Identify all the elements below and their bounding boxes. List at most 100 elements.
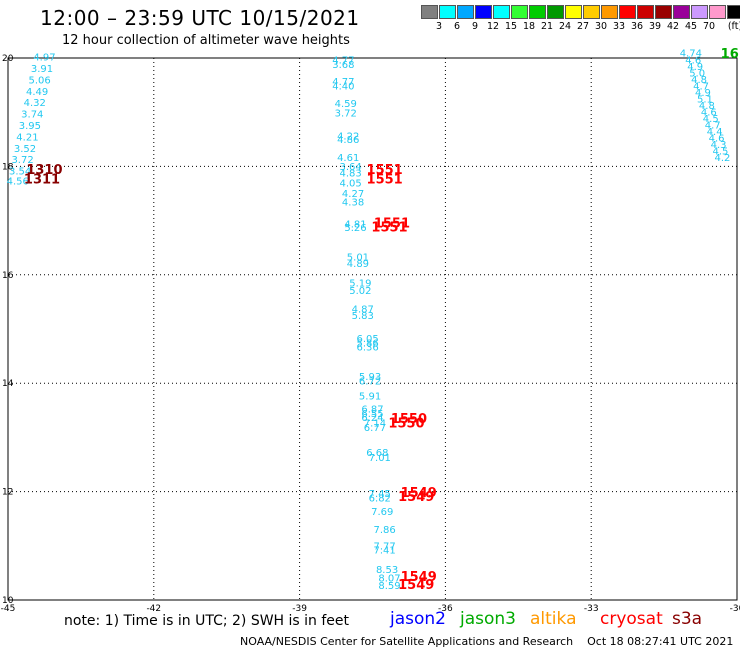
swh-value-label: 4.6 bbox=[709, 133, 725, 144]
legend-swatch bbox=[601, 5, 618, 19]
legend-label: (ft) bbox=[727, 21, 740, 32]
legend-label: 39 bbox=[648, 21, 662, 32]
swh-value-label: 5.19 bbox=[349, 279, 371, 290]
legend-label: 33 bbox=[612, 21, 626, 32]
swh-value-label: 3.74 bbox=[21, 110, 43, 121]
swh-value-label: 4.05 bbox=[339, 178, 361, 189]
longitude-tick-label: -36 bbox=[438, 604, 453, 614]
swh-value-label: 4.6 bbox=[685, 55, 701, 66]
swh-value-label: 5.01 bbox=[347, 253, 369, 264]
swh-value-label: 4.27 bbox=[342, 189, 364, 200]
legend-swatch bbox=[619, 5, 636, 19]
legend-label: 6 bbox=[453, 21, 461, 32]
pass-number-label: 1549 bbox=[401, 570, 437, 585]
legend-swatch bbox=[691, 5, 708, 19]
satellite-name-altika: altika bbox=[530, 609, 577, 629]
swh-value-label: 4.89 bbox=[347, 259, 369, 270]
swh-value-label: 5.26 bbox=[344, 223, 366, 234]
pass-number-label: 1551 bbox=[367, 163, 403, 178]
swh-value-label: 4.49 bbox=[26, 87, 48, 98]
swh-value-label: 3.64 bbox=[339, 162, 361, 173]
swh-value-label: 3.72 bbox=[11, 155, 33, 166]
credit-text: NOAA/NESDIS Center for Satellite Applica… bbox=[240, 635, 574, 648]
pass-number-label: 1551 bbox=[371, 220, 407, 235]
legend-swatch bbox=[493, 5, 510, 19]
pass-number-label: 1549 bbox=[398, 490, 434, 505]
swh-value-label: 5.0 bbox=[689, 68, 705, 79]
pass-number-label: 1311 bbox=[24, 173, 60, 188]
page-title: 12:00 – 23:59 UTC 10/15/2021 bbox=[40, 6, 360, 30]
legend-swatch bbox=[673, 5, 690, 19]
pass-number-label: 16 bbox=[721, 47, 739, 62]
color-legend bbox=[421, 5, 740, 19]
latitude-tick-label: 14 bbox=[2, 379, 14, 389]
latitude-tick-label: 16 bbox=[2, 271, 14, 281]
swh-value-label: 4.83 bbox=[339, 169, 361, 180]
swh-value-label: 7.14 bbox=[364, 419, 386, 430]
satellite-name-jason3: jason3 bbox=[460, 609, 516, 629]
swh-value-label: 4.32 bbox=[24, 98, 46, 109]
swh-value-label: 6.72 bbox=[359, 376, 381, 387]
swh-value-label: 8.53 bbox=[376, 565, 398, 576]
swh-value-label: 4.81 bbox=[344, 220, 366, 231]
swh-value-label: 4.5 bbox=[703, 114, 719, 125]
swh-value-label: 7.01 bbox=[369, 453, 391, 464]
satellite-name-s3a: s3a bbox=[672, 609, 703, 629]
latitude-tick-label: 12 bbox=[2, 488, 13, 498]
legend-swatch bbox=[529, 5, 546, 19]
pass-labels: 1310131115511551155115511550155015491549… bbox=[24, 47, 739, 593]
swh-value-label: 4.3 bbox=[711, 140, 727, 151]
page-subtitle: 12 hour collection of altimeter wave hei… bbox=[62, 33, 350, 48]
legend-label: 12 bbox=[486, 21, 500, 32]
swh-value-label: 6.82 bbox=[369, 493, 391, 504]
satellite-name-cryosat: cryosat bbox=[600, 609, 663, 629]
swh-value-label: 4.6 bbox=[701, 107, 717, 118]
swh-value-label: 4.8 bbox=[691, 75, 707, 86]
swh-value-label: 4.9 bbox=[695, 88, 711, 99]
timestamp: Oct 18 08:27:41 UTC 2021 bbox=[587, 635, 734, 648]
pass-number-label: 1310 bbox=[26, 163, 62, 178]
swh-value-label: 4.7 bbox=[705, 120, 721, 131]
longitude-tick-label: -42 bbox=[146, 604, 161, 614]
swh-value-label: 4.87 bbox=[352, 305, 374, 316]
swh-value-label: 7.69 bbox=[371, 507, 393, 518]
swh-value-label: 5.06 bbox=[28, 75, 50, 86]
legend-label: 21 bbox=[540, 21, 554, 32]
legend-label: 30 bbox=[594, 21, 608, 32]
legend-swatch bbox=[583, 5, 600, 19]
legend-swatch bbox=[727, 5, 740, 19]
legend-swatch bbox=[457, 5, 474, 19]
swh-value-label: 4.5 bbox=[713, 146, 729, 157]
legend-label: 42 bbox=[666, 21, 680, 32]
latitude-tick-label: 20 bbox=[2, 54, 14, 64]
swh-value-label: 4.97 bbox=[33, 53, 55, 64]
swh-value-label: 4.40 bbox=[332, 81, 354, 92]
swh-value-label: 3.68 bbox=[332, 60, 354, 71]
swh-value-label: 4.9 bbox=[687, 62, 703, 73]
swh-value-label: 6.55 bbox=[361, 409, 383, 420]
swh-value-label: 4.4 bbox=[707, 127, 723, 138]
swh-value-label: 6.68 bbox=[366, 448, 388, 459]
swh-value-label: 4.56 bbox=[7, 176, 29, 187]
legend-swatch bbox=[511, 5, 528, 19]
legend-label: 70 bbox=[702, 21, 716, 32]
longitude-tick-label: -33 bbox=[584, 604, 599, 614]
swh-value-label: 4.59 bbox=[335, 99, 357, 110]
swh-value-label: 4.7 bbox=[693, 81, 709, 92]
map-frame bbox=[7, 57, 738, 601]
longitude-tick-label: -30 bbox=[730, 604, 740, 614]
swh-value-label: 5.93 bbox=[359, 372, 381, 383]
legend-swatch bbox=[439, 5, 456, 19]
swh-labels: 4.973.915.064.494.323.743.954.213.523.72… bbox=[7, 48, 731, 592]
legend-swatch bbox=[421, 5, 438, 19]
swh-value-label: 7.45 bbox=[369, 489, 391, 500]
swh-value-label: 3.91 bbox=[31, 64, 53, 75]
swh-value-label: 4.38 bbox=[342, 197, 364, 208]
longitude-tick-label: -39 bbox=[292, 604, 307, 614]
pass-number-label: 1550 bbox=[391, 412, 427, 427]
swh-value-label: 3.72 bbox=[335, 109, 357, 120]
swh-value-label: 7.86 bbox=[374, 525, 396, 536]
pass-number-label: 1549 bbox=[401, 486, 437, 501]
latitude-tick-label: 18 bbox=[2, 162, 14, 172]
